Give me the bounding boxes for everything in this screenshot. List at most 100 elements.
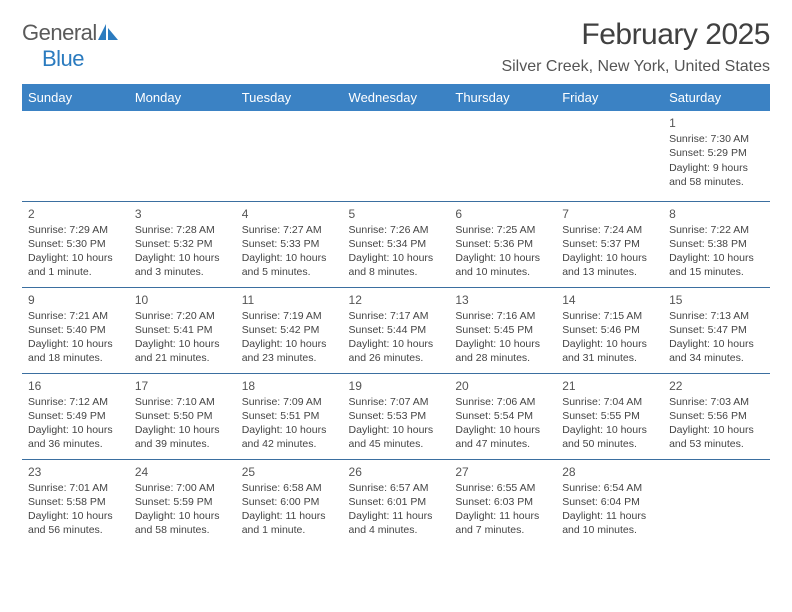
sunset-text: Sunset: 5:59 PM	[135, 495, 230, 509]
calendar-header-row: SundayMondayTuesdayWednesdayThursdayFrid…	[22, 84, 770, 111]
calendar-day-cell: 4Sunrise: 7:27 AMSunset: 5:33 PMDaylight…	[236, 201, 343, 287]
sail-icon	[98, 24, 118, 45]
day-number: 24	[135, 464, 230, 480]
daylight-text: Daylight: 10 hours and 53 minutes.	[669, 423, 764, 451]
sunset-text: Sunset: 5:53 PM	[349, 409, 444, 423]
calendar-day-cell: 26Sunrise: 6:57 AMSunset: 6:01 PMDayligh…	[343, 459, 450, 545]
daylight-text: Daylight: 10 hours and 50 minutes.	[562, 423, 657, 451]
sunset-text: Sunset: 5:58 PM	[28, 495, 123, 509]
daylight-text: Daylight: 10 hours and 39 minutes.	[135, 423, 230, 451]
daylight-text: Daylight: 10 hours and 56 minutes.	[28, 509, 123, 537]
day-number: 3	[135, 206, 230, 222]
sunrise-text: Sunrise: 7:20 AM	[135, 309, 230, 323]
sunset-text: Sunset: 5:30 PM	[28, 237, 123, 251]
day-number: 11	[242, 292, 337, 308]
calendar-day-cell: 10Sunrise: 7:20 AMSunset: 5:41 PMDayligh…	[129, 287, 236, 373]
sunrise-text: Sunrise: 7:30 AM	[669, 132, 764, 146]
day-number: 12	[349, 292, 444, 308]
day-number: 18	[242, 378, 337, 394]
day-number: 26	[349, 464, 444, 480]
calendar-day-cell: 1Sunrise: 7:30 AMSunset: 5:29 PMDaylight…	[663, 111, 770, 201]
sunrise-text: Sunrise: 7:19 AM	[242, 309, 337, 323]
sunrise-text: Sunrise: 7:29 AM	[28, 223, 123, 237]
daylight-text: Daylight: 10 hours and 36 minutes.	[28, 423, 123, 451]
daylight-text: Daylight: 10 hours and 15 minutes.	[669, 251, 764, 279]
sunrise-text: Sunrise: 7:16 AM	[455, 309, 550, 323]
day-number: 6	[455, 206, 550, 222]
daylight-text: Daylight: 10 hours and 8 minutes.	[349, 251, 444, 279]
calendar-day-cell: 14Sunrise: 7:15 AMSunset: 5:46 PMDayligh…	[556, 287, 663, 373]
calendar-day-cell: 23Sunrise: 7:01 AMSunset: 5:58 PMDayligh…	[22, 459, 129, 545]
sunset-text: Sunset: 5:50 PM	[135, 409, 230, 423]
sunrise-text: Sunrise: 7:06 AM	[455, 395, 550, 409]
calendar-table: SundayMondayTuesdayWednesdayThursdayFrid…	[22, 84, 770, 545]
sunset-text: Sunset: 5:49 PM	[28, 409, 123, 423]
calendar-day-cell: 13Sunrise: 7:16 AMSunset: 5:45 PMDayligh…	[449, 287, 556, 373]
calendar-empty-cell	[663, 459, 770, 545]
sunset-text: Sunset: 6:01 PM	[349, 495, 444, 509]
calendar-empty-cell	[22, 111, 129, 201]
daylight-text: Daylight: 10 hours and 13 minutes.	[562, 251, 657, 279]
daylight-text: Daylight: 10 hours and 5 minutes.	[242, 251, 337, 279]
daylight-text: Daylight: 10 hours and 28 minutes.	[455, 337, 550, 365]
day-number: 25	[242, 464, 337, 480]
sunrise-text: Sunrise: 7:22 AM	[669, 223, 764, 237]
day-number: 1	[669, 115, 764, 131]
day-number: 13	[455, 292, 550, 308]
sunset-text: Sunset: 5:40 PM	[28, 323, 123, 337]
sunset-text: Sunset: 5:55 PM	[562, 409, 657, 423]
sunrise-text: Sunrise: 7:27 AM	[242, 223, 337, 237]
sunset-text: Sunset: 5:45 PM	[455, 323, 550, 337]
sunset-text: Sunset: 5:56 PM	[669, 409, 764, 423]
calendar-day-cell: 11Sunrise: 7:19 AMSunset: 5:42 PMDayligh…	[236, 287, 343, 373]
calendar-week-row: 16Sunrise: 7:12 AMSunset: 5:49 PMDayligh…	[22, 373, 770, 459]
day-of-week-header: Monday	[129, 84, 236, 111]
sunrise-text: Sunrise: 7:01 AM	[28, 481, 123, 495]
day-number: 8	[669, 206, 764, 222]
calendar-week-row: 9Sunrise: 7:21 AMSunset: 5:40 PMDaylight…	[22, 287, 770, 373]
day-number: 27	[455, 464, 550, 480]
day-number: 15	[669, 292, 764, 308]
sunset-text: Sunset: 5:46 PM	[562, 323, 657, 337]
daylight-text: Daylight: 10 hours and 18 minutes.	[28, 337, 123, 365]
sunrise-text: Sunrise: 7:04 AM	[562, 395, 657, 409]
day-number: 17	[135, 378, 230, 394]
calendar-empty-cell	[129, 111, 236, 201]
day-of-week-header: Saturday	[663, 84, 770, 111]
daylight-text: Daylight: 11 hours and 7 minutes.	[455, 509, 550, 537]
daylight-text: Daylight: 11 hours and 10 minutes.	[562, 509, 657, 537]
calendar-week-row: 2Sunrise: 7:29 AMSunset: 5:30 PMDaylight…	[22, 201, 770, 287]
sunset-text: Sunset: 5:47 PM	[669, 323, 764, 337]
logo-text-general: General	[22, 20, 97, 46]
daylight-text: Daylight: 9 hours and 58 minutes.	[669, 161, 764, 189]
calendar-empty-cell	[556, 111, 663, 201]
sunset-text: Sunset: 5:44 PM	[349, 323, 444, 337]
logo: General	[22, 20, 118, 46]
daylight-text: Daylight: 10 hours and 42 minutes.	[242, 423, 337, 451]
calendar-day-cell: 28Sunrise: 6:54 AMSunset: 6:04 PMDayligh…	[556, 459, 663, 545]
day-of-week-header: Tuesday	[236, 84, 343, 111]
sunset-text: Sunset: 5:38 PM	[669, 237, 764, 251]
sunset-text: Sunset: 5:37 PM	[562, 237, 657, 251]
sunset-text: Sunset: 5:41 PM	[135, 323, 230, 337]
calendar-day-cell: 19Sunrise: 7:07 AMSunset: 5:53 PMDayligh…	[343, 373, 450, 459]
sunset-text: Sunset: 5:42 PM	[242, 323, 337, 337]
sunrise-text: Sunrise: 6:54 AM	[562, 481, 657, 495]
day-number: 19	[349, 378, 444, 394]
sunrise-text: Sunrise: 7:03 AM	[669, 395, 764, 409]
calendar-day-cell: 6Sunrise: 7:25 AMSunset: 5:36 PMDaylight…	[449, 201, 556, 287]
sunrise-text: Sunrise: 7:26 AM	[349, 223, 444, 237]
day-number: 9	[28, 292, 123, 308]
sunset-text: Sunset: 5:29 PM	[669, 146, 764, 160]
calendar-day-cell: 9Sunrise: 7:21 AMSunset: 5:40 PMDaylight…	[22, 287, 129, 373]
calendar-day-cell: 3Sunrise: 7:28 AMSunset: 5:32 PMDaylight…	[129, 201, 236, 287]
sunrise-text: Sunrise: 7:13 AM	[669, 309, 764, 323]
sunrise-text: Sunrise: 6:58 AM	[242, 481, 337, 495]
sunrise-text: Sunrise: 7:21 AM	[28, 309, 123, 323]
sunset-text: Sunset: 6:04 PM	[562, 495, 657, 509]
daylight-text: Daylight: 10 hours and 45 minutes.	[349, 423, 444, 451]
calendar-day-cell: 18Sunrise: 7:09 AMSunset: 5:51 PMDayligh…	[236, 373, 343, 459]
sunrise-text: Sunrise: 7:10 AM	[135, 395, 230, 409]
sunrise-text: Sunrise: 6:55 AM	[455, 481, 550, 495]
daylight-text: Daylight: 10 hours and 26 minutes.	[349, 337, 444, 365]
